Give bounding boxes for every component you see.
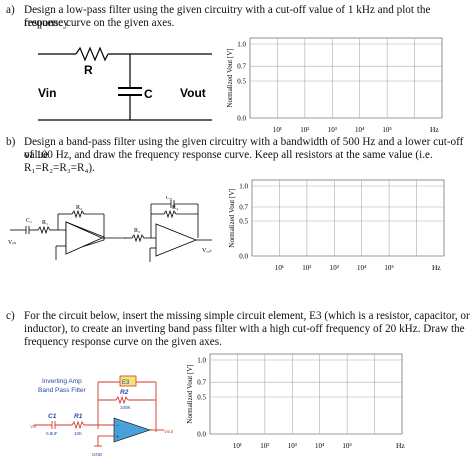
circuit-title-line2: Band Pass Filter xyxy=(38,387,87,394)
opamp-plus: + xyxy=(116,435,120,441)
response-axes-c: 1.0 0.7 0.5 0.0 10¹ 10² 10³ 10⁴ 10⁵ Hz Normalized … xyxy=(186,353,405,450)
inverting-band-pass-circuit-diagram: Inverting Amp Band Pass Filter E3 R2 100… xyxy=(30,375,174,457)
y-tick-label: 0.5 xyxy=(197,394,206,402)
circuit-title-line1: Inverting Amp xyxy=(42,378,82,385)
r2-label: R₂ xyxy=(76,205,82,211)
question-line: response curve on the given axes. xyxy=(24,17,175,29)
x-tick-label: 10¹ xyxy=(273,126,282,134)
x-tick-label: 10³ xyxy=(288,442,297,450)
plot-frame xyxy=(249,37,443,119)
band-pass-circuit-diagram: R₁ R₂ R₃ R₄ C₁ C₂ Vᵢₙ Vₒᵤₜ xyxy=(8,196,212,262)
y-tick-label: 0.0 xyxy=(239,253,248,261)
x-tick-label: 10⁴ xyxy=(355,126,365,134)
y-tick-label: 0.5 xyxy=(239,218,248,226)
question-label: b) xyxy=(6,136,16,148)
c1-label: C1 xyxy=(48,413,57,420)
r1-label: R1 xyxy=(74,413,83,420)
gnd-label: GND xyxy=(92,452,103,457)
opamp-symbol xyxy=(113,417,151,443)
r2-label: R2 xyxy=(120,389,129,396)
x-unit-label: Hz xyxy=(430,125,439,134)
r3-label: R₃ xyxy=(134,228,140,234)
x-tick-label: 10³ xyxy=(328,126,337,134)
r4-label: R₄ xyxy=(172,205,178,211)
c2-label: C₂ xyxy=(166,196,172,201)
y-tick-label: 1.0 xyxy=(237,41,246,49)
low-pass-circuit-diagram: R C Vin Vout xyxy=(38,46,212,121)
c1-label: C₁ xyxy=(26,218,32,224)
y-tick-label: 0.7 xyxy=(197,379,206,387)
x-tick-label: 10² xyxy=(260,442,269,450)
y-tick-label: 0.7 xyxy=(237,63,246,71)
y-tick-label: 0.7 xyxy=(239,204,248,212)
e3-box xyxy=(119,375,137,387)
x-tick-label: 10⁵ xyxy=(384,264,394,272)
question-line: frequency response curve on the given ax… xyxy=(24,336,222,348)
y-tick-label: 0.0 xyxy=(197,431,206,439)
question-line: of 100 Hz, and draw the frequency respon… xyxy=(24,149,433,161)
vout-label: Vout xyxy=(180,86,206,100)
question-label: c) xyxy=(6,310,15,322)
c1-value: 0.8uF xyxy=(46,431,58,436)
x-unit-label: Hz xyxy=(432,263,441,272)
question-line: inductor), to create an inverting band p… xyxy=(24,323,465,335)
x-tick-label: 10² xyxy=(302,264,311,272)
y-tick-label: 0.5 xyxy=(237,78,246,86)
r2-value: 100K xyxy=(120,405,131,410)
vout-label: Vout xyxy=(164,429,174,434)
response-axes-a: 1.0 0.7 0.5 0.0 10¹ 10² 10³ 10⁴ 10⁵ Hz Normalized … xyxy=(226,37,443,134)
response-axes-b: 1.0 0.7 0.5 0.0 10¹ 10² 10³ 10⁴ 10⁵ Hz Normalized … xyxy=(228,179,445,272)
question-label: a) xyxy=(6,4,15,16)
question-line: Design a band-pass filter using the give… xyxy=(24,136,464,161)
question-line: For the circuit below, insert the missin… xyxy=(24,310,470,322)
y-axis-label: Normalized Vout [V] xyxy=(226,48,234,107)
x-tick-label: 10¹ xyxy=(233,442,242,450)
vin-label: Vin xyxy=(38,86,56,100)
y-tick-label: 1.0 xyxy=(197,357,206,365)
vout-label: Vₒᵤₜ xyxy=(202,248,212,254)
x-tick-label: 10⁴ xyxy=(357,264,367,272)
capacitor-label: C xyxy=(144,87,153,101)
opamp-minus: − xyxy=(116,423,120,429)
plot-frame xyxy=(209,353,403,435)
e3-label: E3 xyxy=(122,380,130,386)
y-tick-label: 0.0 xyxy=(237,115,246,123)
x-tick-label: 10² xyxy=(300,126,309,134)
x-tick-label: 10⁵ xyxy=(342,442,352,450)
y-axis-label: Normalized Vout [V] xyxy=(186,364,194,423)
vin-label: Vin xyxy=(30,424,37,429)
r1-label: R₁ xyxy=(42,220,48,226)
x-unit-label: Hz xyxy=(396,441,405,450)
question-line: R₁=R₂=R₃=R₄). xyxy=(24,162,95,174)
x-tick-label: 10¹ xyxy=(275,264,284,272)
r1-value: 10K xyxy=(74,431,82,436)
y-axis-label: Normalized Vout [V] xyxy=(228,188,236,247)
x-tick-label: 10⁵ xyxy=(382,126,392,134)
x-tick-label: 10³ xyxy=(330,264,339,272)
question-line: Design a low-pass filter using the given… xyxy=(24,4,431,29)
vin-label: Vᵢₙ xyxy=(8,240,16,246)
x-tick-label: 10⁴ xyxy=(315,442,325,450)
resistor-label: R xyxy=(84,63,93,77)
y-tick-label: 1.0 xyxy=(239,183,248,191)
plot-frame xyxy=(251,179,445,257)
